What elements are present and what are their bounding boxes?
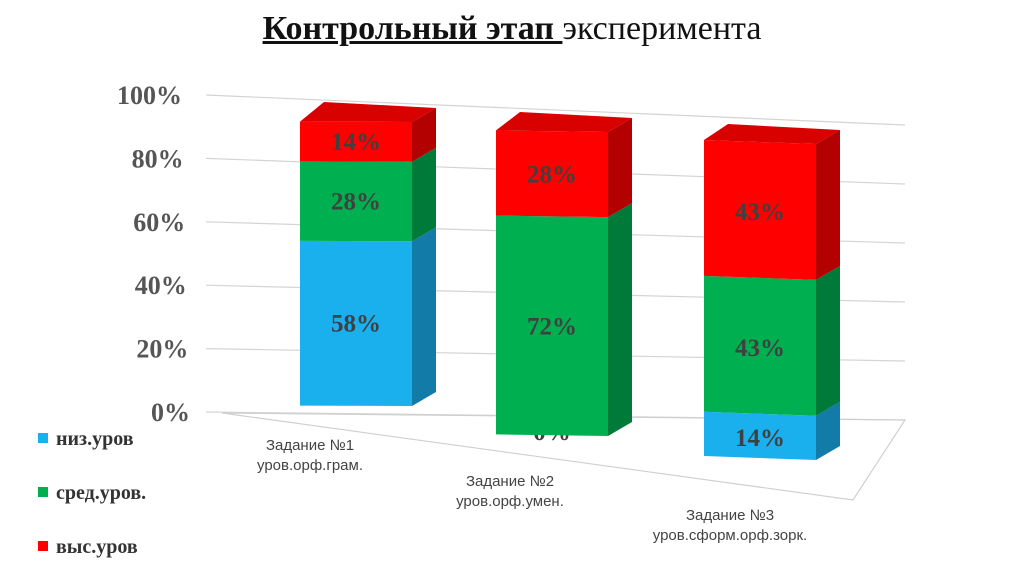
data-label-high-2: 28% — [527, 162, 577, 189]
data-label-mid-1: 28% — [331, 189, 381, 216]
bar-side-high-2 — [608, 118, 632, 218]
slide-title: Контрольный этап эксперимента — [0, 10, 1024, 48]
title-bold: Контрольный этап — [262, 10, 563, 47]
bar-side-mid-3 — [816, 265, 840, 416]
y-tick-label: 60% — [133, 208, 185, 237]
bar-top-2 — [496, 112, 632, 132]
legend-label-mid: сред.уров. — [56, 482, 147, 504]
legend-label-low: низ.уров — [56, 428, 134, 450]
bar-segment-mid-1 — [300, 161, 412, 242]
legend-item-high: выс.уров — [38, 536, 138, 559]
category-label-3-line-1: Задание №3 — [686, 507, 774, 524]
bar-segment-high-1 — [300, 121, 412, 162]
data-label-low-3: 14% — [735, 425, 785, 452]
legend-label-high: выс.уров — [56, 536, 138, 558]
bar-segment-high-2 — [496, 130, 608, 218]
bar-side-mid-1 — [412, 147, 436, 242]
title-normal: эксперимента — [562, 10, 762, 47]
bar-segment-low-1 — [300, 240, 412, 406]
legend-swatch-low — [38, 433, 48, 443]
bar-top-3 — [704, 124, 840, 144]
y-tick-label: 0% — [151, 398, 190, 427]
data-label-mid-2: 72% — [527, 314, 577, 341]
category-label-2-line-1: Задание №2 — [466, 473, 554, 490]
bar-side-low-3 — [816, 401, 840, 460]
bar-side-low-1 — [412, 227, 436, 406]
legend-swatch-mid — [38, 487, 48, 497]
legend-swatch-high — [38, 541, 48, 551]
y-tick-label: 20% — [136, 335, 188, 364]
data-label-high-3: 43% — [735, 199, 785, 226]
category-label-2-line-2: уров.орф.умен. — [456, 493, 564, 510]
data-label-mid-3: 43% — [735, 335, 785, 362]
bar-side-high-3 — [816, 130, 840, 280]
data-label-low-1: 58% — [331, 311, 381, 338]
legend-item-low: низ.уров — [38, 428, 134, 451]
bar-segment-low-3 — [704, 411, 816, 460]
y-tick-label: 80% — [132, 144, 184, 173]
category-label-1-line-1: Задание №1 — [266, 437, 354, 454]
y-tick-label: 40% — [135, 271, 187, 300]
category-label-1-line-2: уров.орф.грам. — [257, 457, 363, 474]
bar-segment-high-3 — [704, 140, 816, 280]
y-tick-label: 100% — [117, 81, 182, 110]
gridline — [205, 94, 906, 126]
bar-segment-mid-3 — [704, 275, 816, 416]
bar-segment-mid-2 — [496, 215, 608, 436]
bar-side-mid-2 — [608, 203, 632, 436]
bar-side-high-1 — [412, 108, 436, 162]
data-label-high-1: 14% — [331, 129, 381, 156]
legend-item-mid: сред.уров. — [38, 482, 146, 505]
category-label-3-line-2: уров.сформ.орф.зорк. — [653, 527, 807, 544]
bar-top-1 — [300, 102, 436, 122]
